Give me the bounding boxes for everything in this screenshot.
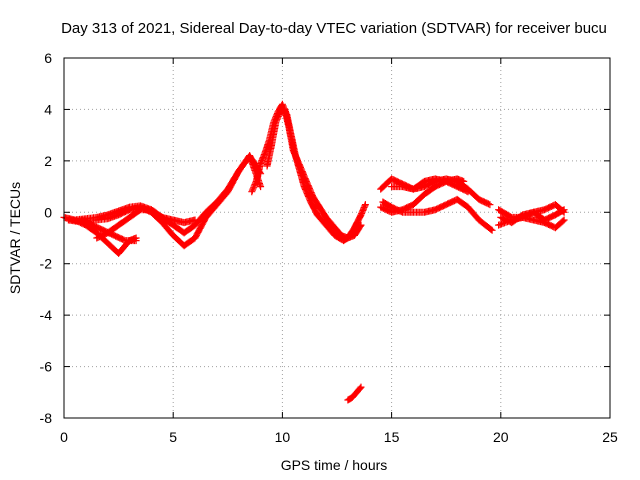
series-track-11 <box>388 175 468 193</box>
series-markers <box>248 100 369 245</box>
plot-area <box>63 57 611 419</box>
x-tick-label: 10 <box>275 429 291 445</box>
x-tick-label: 5 <box>169 429 177 445</box>
series-track-5 <box>93 152 265 242</box>
series-track-2 <box>64 152 265 250</box>
y-tick-label: -4 <box>40 307 53 323</box>
series-markers <box>344 383 365 404</box>
series-markers <box>379 195 496 234</box>
series-track-7 <box>263 105 365 242</box>
axis-ticks: 0 5 10 15 20 25 -8 -6 -4 -2 0 2 4 6 <box>40 50 618 445</box>
data-series <box>60 100 568 404</box>
x-axis-label: GPS time / hours <box>281 457 388 473</box>
y-tick-label: -6 <box>40 359 53 375</box>
series-track-10 <box>379 195 496 234</box>
series-track-14 <box>497 206 568 227</box>
y-tick-label: -2 <box>40 256 53 272</box>
series-markers <box>497 206 568 227</box>
y-tick-label: 0 <box>44 204 52 220</box>
series-markers <box>93 152 265 242</box>
y-tick-label: 6 <box>44 50 52 66</box>
series-markers <box>388 175 468 193</box>
y-tick-label: 4 <box>44 101 52 117</box>
series-track-6 <box>248 100 369 245</box>
x-tick-label: 25 <box>602 429 618 445</box>
series-markers <box>263 105 365 242</box>
y-tick-label: -8 <box>40 410 53 426</box>
series-markers <box>64 152 265 250</box>
grid-lines <box>64 58 610 418</box>
chart-title: Day 313 of 2021, Sidereal Day-to-day VTE… <box>61 20 607 37</box>
x-tick-label: 15 <box>384 429 400 445</box>
series-track-15 <box>344 383 365 404</box>
y-axis-label: SDTVAR / TECUs <box>7 182 23 294</box>
x-tick-label: 20 <box>493 429 509 445</box>
x-tick-label: 0 <box>60 429 68 445</box>
y-tick-label: 2 <box>44 153 52 169</box>
